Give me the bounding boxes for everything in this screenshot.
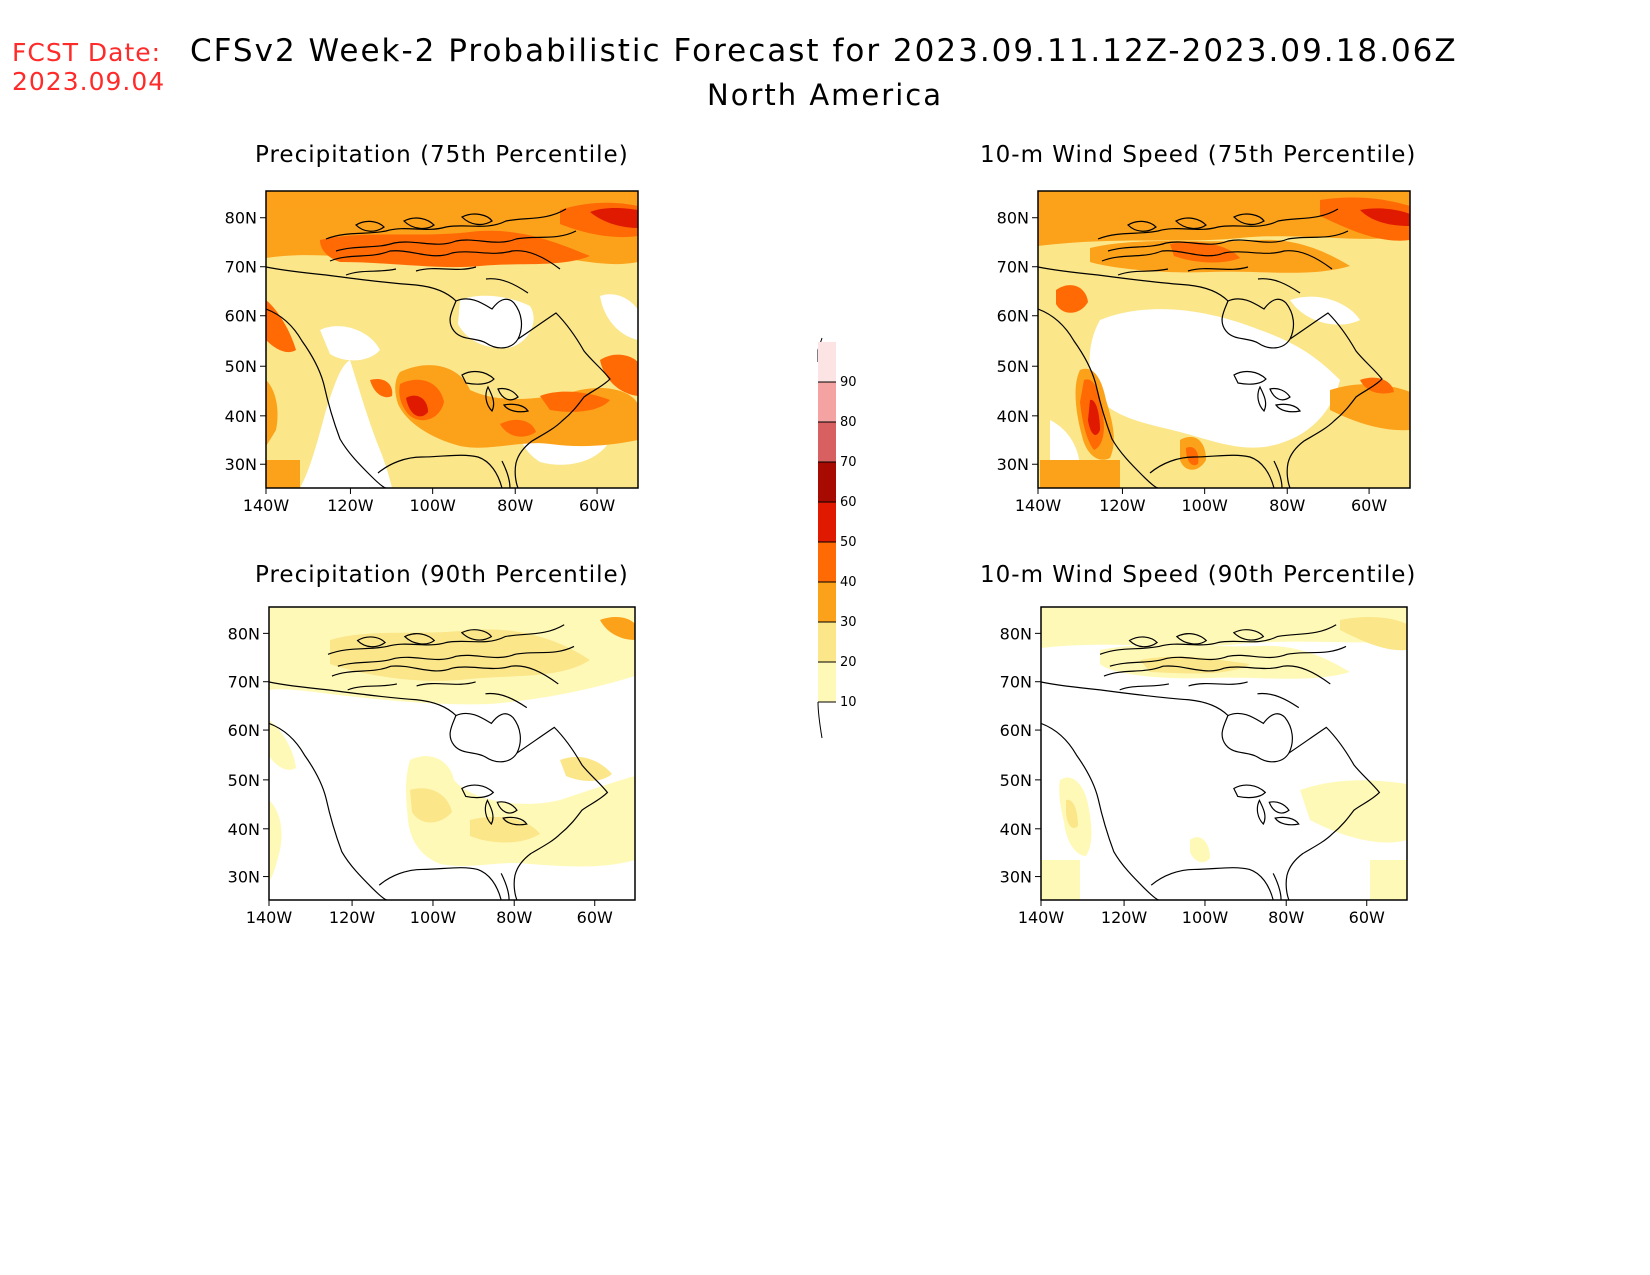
lat-label: 60N <box>228 721 260 740</box>
lon-label: 80W <box>1268 908 1304 927</box>
panel-title-precip75: Precipitation (75th Percentile) <box>255 142 629 168</box>
panel-title-wind75: 10-m Wind Speed (75th Percentile) <box>980 142 1417 168</box>
map-panel-precip90 <box>268 606 636 901</box>
lon-label: 100W <box>409 496 456 515</box>
lat-label: 70N <box>228 673 260 692</box>
colorbar-swatch <box>818 582 836 622</box>
lat-label: 70N <box>1000 673 1032 692</box>
lon-label: 140W <box>1015 496 1062 515</box>
colorbar-swatch <box>818 502 836 542</box>
colorbar-label: 50 <box>840 535 857 550</box>
colorbar-label: 60 <box>840 495 857 510</box>
lon-label: 100W <box>1181 496 1228 515</box>
lat-label: 50N <box>225 357 257 376</box>
lat-label: 40N <box>225 407 257 426</box>
colorbar-label: 10 <box>840 695 857 710</box>
lat-label: 40N <box>997 407 1029 426</box>
forecast-date-label: FCST Date: <box>12 38 162 67</box>
lon-label: 80W <box>496 908 532 927</box>
lat-label: 30N <box>997 455 1029 474</box>
lat-label: 80N <box>997 209 1029 228</box>
lat-label: 80N <box>1000 624 1032 643</box>
lat-label: 50N <box>1000 771 1032 790</box>
page-title: CFSv2 Week-2 Probabilistic Forecast for … <box>190 33 1458 69</box>
lon-label: 100W <box>1182 908 1229 927</box>
lon-label: 120W <box>1099 496 1146 515</box>
map-panel-precip75 <box>265 190 639 489</box>
colorbar-swatch <box>818 622 836 662</box>
lon-label: 140W <box>243 496 290 515</box>
lat-label: 30N <box>228 868 260 887</box>
map-panel-wind75 <box>1037 190 1411 489</box>
lat-label: 50N <box>228 771 260 790</box>
lat-label: 60N <box>1000 721 1032 740</box>
lat-label: 70N <box>225 258 257 277</box>
lon-label: 60W <box>577 908 613 927</box>
colorbar-label: 30 <box>840 615 857 630</box>
lat-label: 60N <box>225 307 257 326</box>
colorbar-swatch <box>818 542 836 582</box>
colorbar-swatch <box>818 662 836 702</box>
colorbar-label: 40 <box>840 575 857 590</box>
lat-label: 70N <box>997 258 1029 277</box>
colorbar-label: 70 <box>840 455 857 470</box>
colorbar-swatch <box>818 422 836 462</box>
lat-label: 30N <box>1000 868 1032 887</box>
forecast-date-value: 2023.09.04 <box>12 67 166 96</box>
colorbar-label: 20 <box>840 655 857 670</box>
lat-label: 60N <box>997 307 1029 326</box>
lon-label: 60W <box>1351 496 1387 515</box>
lon-label: 120W <box>329 908 376 927</box>
lat-label: 80N <box>228 624 260 643</box>
map-panel-wind90 <box>1040 606 1408 901</box>
colorbar-swatch <box>818 462 836 502</box>
lon-label: 140W <box>1018 908 1065 927</box>
lon-label: 80W <box>1269 496 1305 515</box>
lon-label: 100W <box>410 908 457 927</box>
colorbar-swatch <box>818 342 836 382</box>
axis-labels: 80N 70N 60N 50N 40N 30N 140W 120W 100W 80W 60W 80N 7… <box>225 209 1388 927</box>
colorbar-label: 90 <box>840 375 857 390</box>
lon-label: 60W <box>579 496 615 515</box>
panel-title-precip90: Precipitation (90th Percentile) <box>255 562 629 588</box>
lon-label: 120W <box>327 496 374 515</box>
lat-label: 40N <box>228 820 260 839</box>
colorbar-swatch <box>818 382 836 422</box>
colorbar-label: 80 <box>840 415 857 430</box>
colorbar: 10 20 30 40 50 60 70 80 90 <box>817 337 857 739</box>
page-subtitle: North America <box>707 78 943 112</box>
lon-label: 120W <box>1101 908 1148 927</box>
lon-label: 80W <box>497 496 533 515</box>
panel-title-wind90: 10-m Wind Speed (90th Percentile) <box>980 562 1417 588</box>
lat-label: 30N <box>225 455 257 474</box>
lon-label: 140W <box>246 908 293 927</box>
lat-label: 50N <box>997 357 1029 376</box>
lat-label: 80N <box>225 209 257 228</box>
forecast-date: FCST Date: 2023.09.04 <box>12 38 165 96</box>
lon-label: 60W <box>1349 908 1385 927</box>
lat-label: 40N <box>1000 820 1032 839</box>
